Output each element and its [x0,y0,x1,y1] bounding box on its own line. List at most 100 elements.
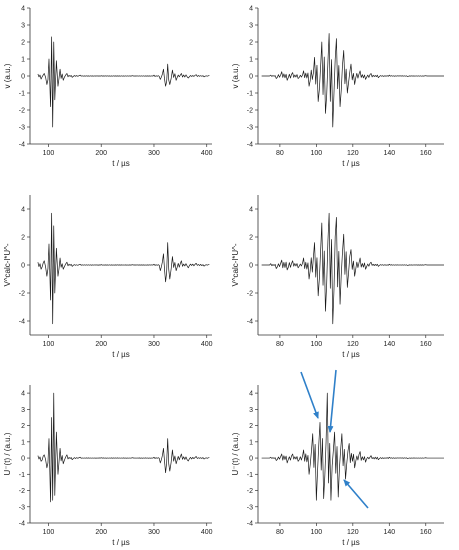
x-tick-label: 400 [201,529,213,536]
x-axis-label: t / µs [112,538,130,547]
annotation-arrow-3 [343,479,369,509]
y-tick-label: -2 [19,108,25,115]
y-tick-label: -1 [19,472,25,479]
y-tick-label: -3 [19,125,25,132]
x-tick-label: 200 [95,341,107,348]
y-tick-label: 0 [21,263,25,270]
y-tick-label: 1 [249,439,253,446]
y-axis-label: v (a.u.) [231,63,240,88]
y-tick-label: -3 [247,504,253,511]
y-tick-label: 2 [249,235,253,242]
x-tick-label: 160 [420,150,432,157]
x-tick-label: 400 [201,150,213,157]
y-tick-label: 3 [249,407,253,414]
y-tick-label: 0 [21,74,25,81]
y-tick-label: 4 [21,207,25,214]
y-tick-label: -4 [247,319,253,326]
x-tick-label: 100 [43,341,55,348]
y-tick-label: 2 [21,423,25,430]
annotation-arrow-2 [327,369,337,433]
y-tick-label: 1 [249,57,253,64]
annotation-arrows [300,369,369,509]
x-tick-label: 160 [420,529,432,536]
y-tick-label: -2 [19,291,25,298]
x-tick-label: 80 [276,150,284,157]
x-tick-label: 300 [148,529,160,536]
x-tick-label: 140 [383,341,395,348]
panel-bottom-left: -4 -3 -2 -1 0 1 2 3 4 100 200 300 400 t / µs U⁻(t) / (… [3,385,213,547]
y-tick-label: -4 [19,521,25,528]
signal-trace [37,212,210,325]
panel-top-right: -4 -3 -2 -1 0 1 2 3 4 80 100 120 140 160 t / µs v (a.u.… [231,6,444,168]
x-tick-label: 120 [347,150,359,157]
y-tick-label: 4 [21,6,25,13]
y-tick-label: 2 [21,235,25,242]
x-tick-label: 200 [95,529,107,536]
signal-trace [261,392,444,501]
y-axis-label: V^calc-l*U^- [3,243,12,286]
y-tick-label: 3 [21,407,25,414]
panel-middle-left: -4 -2 0 2 4 100 200 300 400 t / µs V^calc-l*U^- [3,195,213,359]
x-tick-label: 160 [420,341,432,348]
y-tick-label: 0 [249,263,253,270]
x-axis-label: t / µs [112,350,130,359]
x-axis-label: t / µs [342,350,360,359]
x-tick-label: 100 [43,529,55,536]
x-tick-label: 400 [201,341,213,348]
y-axis-label: v (a.u.) [3,63,12,88]
y-tick-label: 0 [21,456,25,463]
y-axis-label: V^calc-l*U^- [231,243,240,286]
signal-trace [37,392,210,503]
y-tick-label: 1 [21,439,25,446]
y-tick-label: -3 [247,125,253,132]
y-tick-label: 2 [21,40,25,47]
x-tick-label: 100 [311,529,323,536]
y-axis-label: U⁻(t) / (a.u.) [3,432,12,475]
y-tick-label: -4 [19,319,25,326]
y-tick-label: 0 [249,456,253,463]
x-tick-label: 100 [311,150,323,157]
panel-top-left: -4 -3 -2 -1 0 1 2 3 4 100 200 300 400 t / µs v (a.u.) [3,6,213,169]
y-tick-label: 1 [21,57,25,64]
y-tick-label: -2 [247,108,253,115]
y-tick-label: 0 [249,74,253,81]
x-tick-label: 80 [276,529,284,536]
y-tick-label: 4 [249,391,253,398]
x-axis-label: t / µs [342,159,360,168]
y-tick-label: -2 [247,291,253,298]
y-tick-label: -2 [19,488,25,495]
x-tick-label: 140 [383,150,395,157]
y-tick-label: 4 [249,207,253,214]
y-tick-label: -4 [247,521,253,528]
x-axis-label: t / µs [112,159,130,168]
y-axis-label: U⁻(t) / (a.u.) [231,432,240,475]
signal-trace [261,212,444,325]
y-tick-label: -1 [247,91,253,98]
annotation-arrow-1 [300,371,319,419]
signal-trace [37,36,210,128]
x-axis-label: t / µs [342,538,360,547]
y-tick-label: -1 [19,91,25,98]
x-tick-label: 100 [43,150,55,157]
x-tick-label: 100 [311,341,323,348]
y-tick-label: 3 [21,23,25,30]
signal-trace [261,33,444,128]
y-tick-label: 2 [249,40,253,47]
x-tick-label: 80 [276,341,284,348]
y-tick-label: -4 [19,142,25,149]
panel-middle-right: -4 -2 0 2 4 80 100 120 140 160 t / µs V^calc-l*U^- [231,195,444,359]
x-tick-label: 300 [148,341,160,348]
x-tick-label: 140 [383,529,395,536]
y-tick-label: 4 [249,6,253,13]
y-tick-label: -4 [247,142,253,149]
x-tick-label: 120 [347,529,359,536]
x-tick-label: 200 [95,150,107,157]
x-tick-label: 300 [148,150,160,157]
y-tick-label: 3 [249,23,253,30]
y-tick-label: 4 [21,391,25,398]
y-tick-label: -1 [247,472,253,479]
y-tick-label: -3 [19,504,25,511]
panel-bottom-right: -4 -3 -2 -1 0 1 2 3 4 80 100 120 140 160 t / µs U⁻(t) /… [231,385,444,547]
x-tick-label: 120 [347,341,359,348]
